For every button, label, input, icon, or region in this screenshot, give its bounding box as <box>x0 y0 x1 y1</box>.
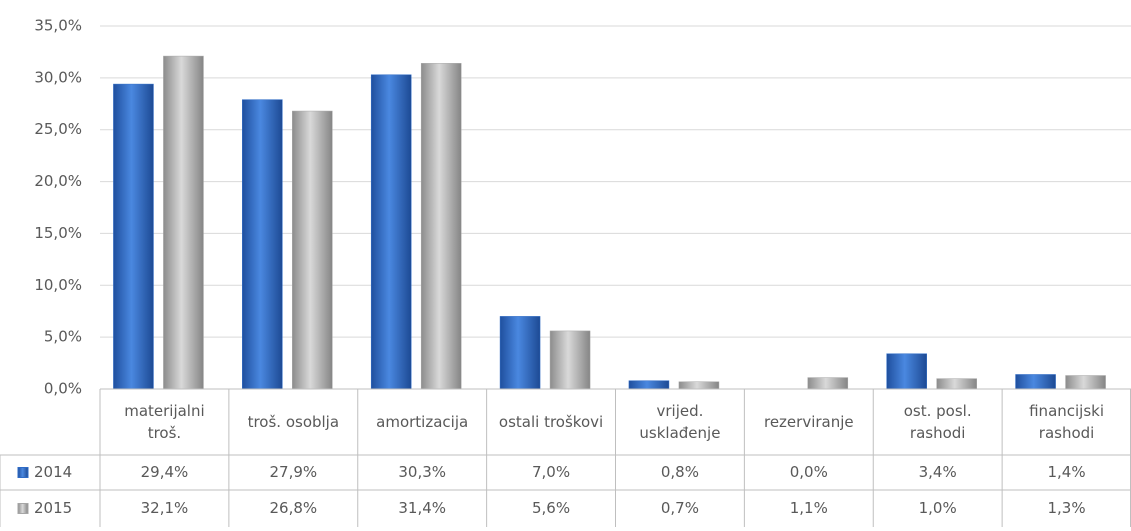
x-category: ost. posl. rashodi <box>903 402 972 442</box>
legend-key <box>17 503 29 514</box>
y-tick-label: 5,0% <box>44 328 82 346</box>
bar <box>1015 374 1056 390</box>
x-category: materijalni troš. <box>124 402 205 442</box>
legend-label: 2014 <box>34 463 72 481</box>
category-label: materijalni troš. <box>124 402 205 442</box>
bar <box>549 330 591 390</box>
category-label: rezerviranje <box>763 413 854 431</box>
category-label: financijski rashodi <box>1029 402 1105 442</box>
category-label: troš. osoblja <box>247 413 340 431</box>
bar <box>163 55 204 390</box>
y-tick-label: 30,0% <box>34 68 82 86</box>
bar <box>242 99 283 390</box>
category-label: vrijed. usklađenje <box>639 402 721 442</box>
bar <box>113 83 154 390</box>
y-tick-label: 20,0% <box>34 172 82 190</box>
bar <box>1065 375 1106 390</box>
table-value: 29,4% <box>141 463 189 481</box>
y-tick-label: 15,0% <box>34 224 82 242</box>
bar <box>370 74 412 390</box>
bar <box>807 377 849 390</box>
y-tick-label: 25,0% <box>34 120 82 138</box>
table-value: 7,0% <box>532 463 570 481</box>
y-tick-label: 35,0% <box>34 17 82 35</box>
category-label: amortizacija <box>376 413 469 431</box>
bar <box>886 353 927 390</box>
y-tick-label: 0,0% <box>44 380 82 398</box>
bar <box>499 316 541 390</box>
y-tick-label: 10,0% <box>34 276 82 294</box>
bar <box>628 380 670 390</box>
table-value: 1,3% <box>1048 499 1086 517</box>
table-value: 30,3% <box>398 463 446 481</box>
table-value: 3,4% <box>919 463 957 481</box>
table-value: 5,6% <box>532 499 570 517</box>
table-value: 0,0% <box>790 463 828 481</box>
x-category: ostali troškovi <box>498 413 604 431</box>
bar <box>292 110 333 390</box>
x-category: troš. osoblja <box>247 413 340 431</box>
table-value: 1,1% <box>790 499 828 517</box>
bar <box>936 378 977 390</box>
table-value: 1,0% <box>919 499 957 517</box>
x-category: vrijed. usklađenje <box>639 402 721 442</box>
table-value: 31,4% <box>398 499 446 517</box>
table-value: 0,7% <box>661 499 699 517</box>
legend-key <box>17 467 29 478</box>
bar <box>678 381 720 390</box>
table-value: 32,1% <box>141 499 189 517</box>
legend-label: 2015 <box>34 499 72 517</box>
table-value: 0,8% <box>661 463 699 481</box>
category-label: ost. posl. rashodi <box>903 402 972 442</box>
table-value: 27,9% <box>269 463 317 481</box>
bar <box>420 63 462 390</box>
x-category: rezerviranje <box>763 413 854 431</box>
table-value: 1,4% <box>1048 463 1086 481</box>
category-label: ostali troškovi <box>498 413 604 431</box>
x-category: amortizacija <box>376 413 469 431</box>
table-value: 26,8% <box>269 499 317 517</box>
x-category: financijski rashodi <box>1029 402 1105 442</box>
